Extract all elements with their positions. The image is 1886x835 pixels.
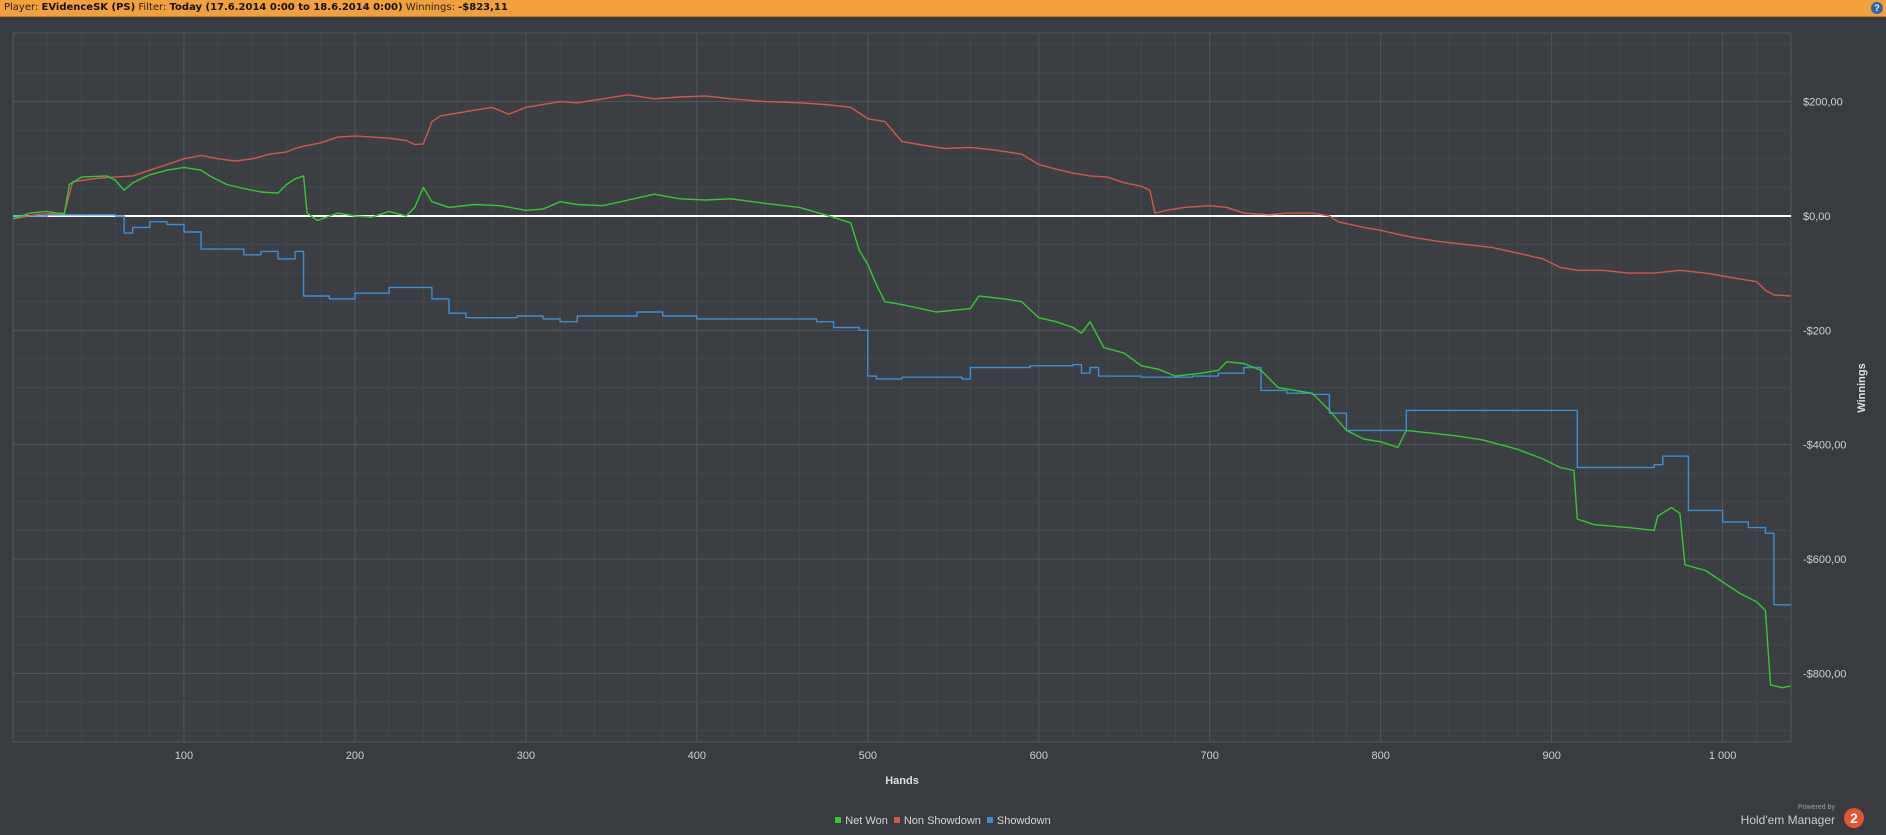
help-icon[interactable]: ? [1871, 2, 1883, 14]
y-tick-label: $200,00 [1803, 97, 1843, 109]
y-axis-title: Winnings [1856, 363, 1868, 412]
winnings-label: Winnings: [405, 2, 455, 13]
legend-label: Showdown [996, 815, 1051, 827]
y-tick-label: -$200 [1803, 325, 1831, 337]
y-tick-label: -$600,00 [1803, 554, 1846, 566]
header-text: Player: EVidenceSK (PS) Filter: Today (1… [4, 2, 508, 14]
x-tick-label: 400 [688, 750, 706, 762]
x-tick-label: 600 [1030, 750, 1048, 762]
legend-swatch [986, 817, 993, 823]
legend-item[interactable]: Net Won [835, 815, 888, 827]
filter-value: Today (17.6.2014 0:00 to 18.6.2014 0:00) [169, 2, 403, 13]
legend-swatch [835, 817, 842, 823]
y-tick-label: -$400,00 [1803, 440, 1846, 452]
x-axis-title: Hands [885, 775, 919, 787]
x-tick-label: 700 [1201, 750, 1219, 762]
report-header: Player: EVidenceSK (PS) Filter: Today (1… [0, 0, 1886, 17]
legend-item[interactable]: Showdown [986, 815, 1051, 827]
legend-swatch [893, 817, 900, 823]
x-tick-label: 900 [1542, 750, 1560, 762]
brand-logo: Powered by Hold'em Manager 2 [1724, 804, 1874, 830]
y-tick-label: $0,00 [1803, 211, 1831, 223]
x-tick-label: 100 [175, 750, 193, 762]
chart-legend: Net Won Non Showdown Showdown [0, 815, 1886, 827]
legend-label: Non Showdown [903, 815, 981, 827]
powered-by-text: Powered by [1798, 804, 1835, 811]
player-value: EVidenceSK (PS) [41, 2, 136, 13]
legend-label: Net Won [845, 815, 888, 827]
x-tick-label: 200 [346, 750, 364, 762]
x-tick-label: 500 [859, 750, 877, 762]
brand-name: Hold'em Manager [1740, 813, 1835, 827]
x-tick-label: 300 [517, 750, 535, 762]
hm2-logo-icon: 2 [1844, 808, 1864, 828]
x-tick-label: 1 000 [1709, 750, 1737, 762]
series-line-non-showdown [12, 94, 1792, 297]
player-label: Player: [4, 2, 39, 13]
x-tick-label: 800 [1372, 750, 1390, 762]
filter-label: Filter: [138, 2, 167, 13]
series-line-net-won [12, 166, 1792, 689]
legend-item[interactable]: Non Showdown [893, 815, 981, 827]
winnings-value: -$823,11 [458, 2, 508, 13]
y-tick-label: -$800,00 [1803, 668, 1846, 680]
